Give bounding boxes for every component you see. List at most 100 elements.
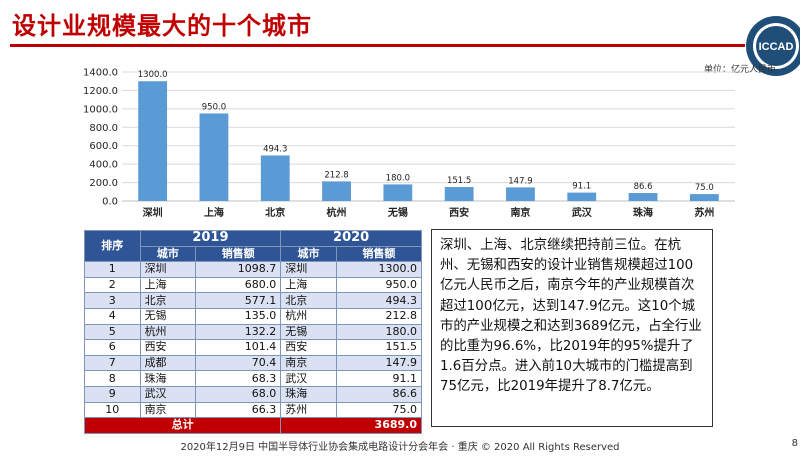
x-tick-label: 杭州	[327, 206, 347, 219]
title-divider	[10, 44, 745, 47]
data-label: 151.5	[447, 176, 471, 186]
slide-title: 设计业规模最大的十个城市	[12, 12, 312, 40]
bar	[199, 113, 229, 201]
data-label: 212.8	[324, 170, 348, 180]
x-tick-label: 深圳	[143, 206, 163, 219]
rank-cell: 6	[84, 339, 141, 356]
data-label: 147.9	[508, 176, 532, 186]
city-2019-cell: 成都	[139, 354, 197, 372]
unit-label: 单位：亿元人民币	[703, 65, 776, 75]
y-tick-label: 800.0	[89, 123, 118, 134]
city-2019-cell: 珠海	[139, 370, 197, 387]
rank-cell: 3	[84, 292, 141, 309]
logo-text: ICCAD	[759, 41, 794, 53]
rank-cell: 5	[84, 323, 141, 341]
rank-cell: 10	[84, 401, 141, 419]
data-label: 1300.0	[138, 70, 168, 80]
table-row: 2 上海 680.0 上海 950.0	[84, 276, 423, 294]
city-2020-cell: 北京	[280, 292, 337, 309]
y-tick-label: 1200.0	[83, 86, 118, 97]
table-row: 1 深圳 1098.7 深圳 1300.0	[84, 261, 423, 278]
city-2020-cell: 上海	[280, 276, 337, 294]
footer: 2020年12月9日 中国半导体行业协会集成电路设计分会年会 · 重庆 © 20…	[180, 442, 620, 453]
data-label: 494.3	[263, 144, 287, 154]
data-label: 86.6	[634, 182, 653, 192]
rank-cell: 9	[84, 385, 141, 403]
sales-2019-cell: 132.2	[195, 323, 282, 341]
city-2020-cell: 武汉	[280, 370, 337, 387]
bar-chart: 0.0 200.0 400.0 600.0 800.0 1000.0 1200.0 1400.…	[83, 68, 735, 219]
city-2020-cell: 无锡	[280, 323, 337, 341]
rank-cell: 2	[84, 276, 141, 294]
x-tick-label: 苏州	[694, 206, 714, 219]
rank-header: 排序	[84, 229, 141, 263]
data-label: 75.0	[695, 183, 714, 193]
table-row: 3 北京 577.1 北京 494.3	[84, 292, 423, 309]
x-tick-label: 珠海	[633, 206, 653, 219]
sales-2020-cell: 151.5	[335, 339, 423, 356]
y-tick-label: 0.0	[102, 197, 118, 208]
bar	[138, 81, 168, 201]
x-tick-label: 上海	[204, 206, 224, 219]
sales-2020-cell: 950.0	[335, 276, 423, 294]
table-row: 10 南京 66.3 苏州 75.0	[84, 401, 423, 419]
data-label: 91.1	[572, 182, 591, 192]
sales-2019-cell: 135.0	[195, 307, 282, 325]
rank-cell: 7	[84, 354, 141, 372]
bar	[628, 193, 658, 201]
sales-2020-cell: 147.9	[335, 354, 423, 372]
y-tick-label: 1400.0	[83, 68, 118, 79]
sales-2019-cell: 577.1	[195, 292, 282, 309]
sales-2019-cell: 70.4	[195, 354, 282, 372]
city-2019-cell: 上海	[139, 276, 197, 294]
sales-2019-cell: 68.3	[195, 370, 282, 387]
total-label: 总计	[83, 417, 282, 434]
bar	[689, 194, 719, 201]
table-row: 7 成都 70.4 南京 147.9	[84, 354, 423, 372]
sales-2019-cell: 680.0	[195, 276, 282, 294]
x-tick-label: 南京	[510, 206, 530, 219]
sales-2019-cell: 101.4	[195, 339, 282, 356]
city-2020-cell: 苏州	[280, 401, 337, 419]
data-label: 950.0	[202, 102, 226, 112]
sales-2020-cell: 75.0	[335, 401, 423, 419]
x-tick-label: 无锡	[387, 206, 408, 219]
table-row: 8 珠海 68.3 武汉 91.1	[84, 370, 423, 387]
city-2019-cell: 武汉	[139, 385, 197, 403]
bar	[383, 184, 413, 201]
city-header: 城市	[280, 245, 337, 263]
x-tick-label: 北京	[265, 206, 285, 219]
rank-cell: 4	[84, 307, 141, 325]
city-2020-cell: 西安	[280, 339, 337, 356]
city-2020-cell: 杭州	[280, 307, 337, 325]
city-2019-cell: 无锡	[139, 307, 197, 325]
city-2019-cell: 杭州	[139, 323, 197, 341]
city-2019-cell: 深圳	[139, 261, 197, 278]
table-row: 6 西安 101.4 西安 151.5	[84, 339, 423, 356]
sales-2020-cell: 180.0	[335, 323, 423, 341]
sales-header: 销售额	[195, 245, 282, 263]
city-header: 城市	[139, 245, 197, 263]
rank-cell: 8	[84, 370, 141, 387]
city-2019-cell: 南京	[139, 401, 197, 419]
sales-2020-cell: 86.6	[335, 385, 423, 403]
data-label: 180.0	[386, 173, 410, 183]
y-tick-label: 1000.0	[83, 104, 118, 115]
city-2019-cell: 北京	[139, 292, 197, 309]
year-2020-header: 2020	[280, 230, 422, 247]
x-tick-label: 武汉	[572, 206, 593, 219]
year-2019-header: 2019	[139, 230, 282, 247]
bar	[567, 192, 597, 201]
y-tick-label: 600.0	[89, 141, 118, 152]
bar	[506, 187, 535, 201]
sales-2019-cell: 68.0	[195, 385, 282, 403]
x-tick-label: 西安	[449, 206, 469, 219]
ranking-table: 排序 2019 2020 城市 销售额 城市 销售额 1 深圳 1098.7 深圳 13…	[83, 229, 423, 434]
bar	[322, 181, 351, 201]
sales-2020-cell: 1300.0	[335, 261, 423, 278]
table-row: 9 武汉 68.0 珠海 86.6	[84, 385, 423, 403]
total-value: 3689.0	[280, 417, 422, 434]
city-2020-cell: 珠海	[280, 385, 337, 403]
page-number: 8	[791, 438, 798, 449]
y-tick-label: 400.0	[89, 160, 118, 171]
